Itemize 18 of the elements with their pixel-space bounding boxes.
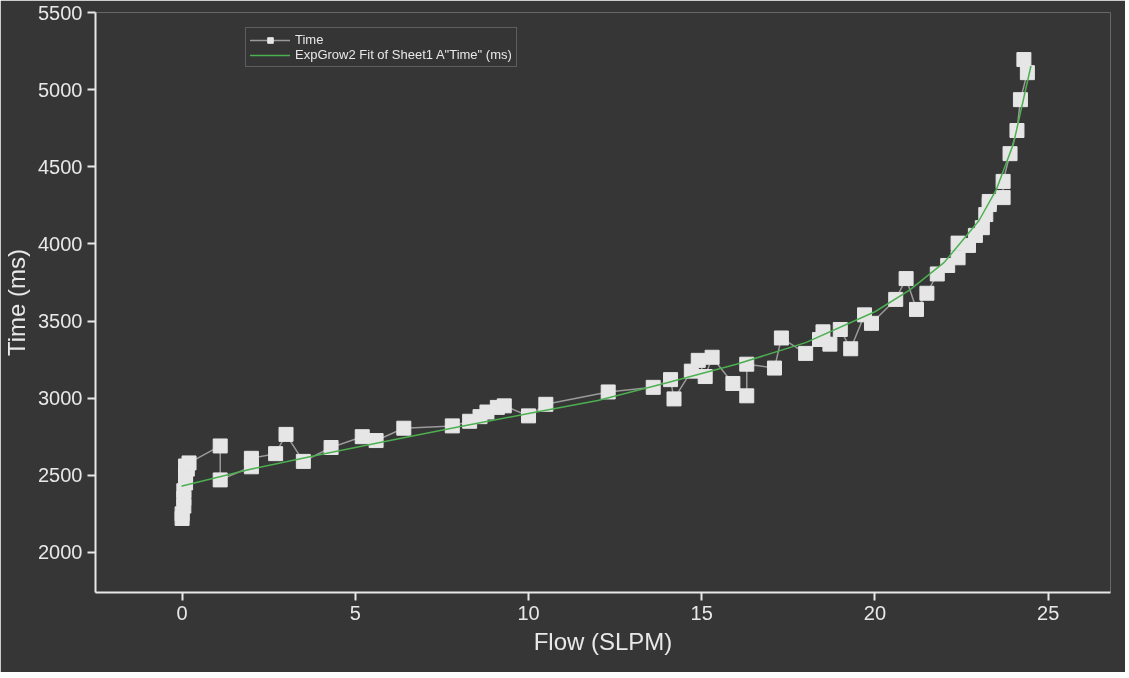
- x-tick-label: 0: [176, 601, 188, 624]
- legend-label: ExpGrow2 Fit of Sheet1 A"Time" (ms): [295, 47, 512, 62]
- y-tick-label: 5500: [38, 1, 83, 24]
- y-tick-label: 3000: [38, 387, 83, 410]
- y-tick-label: 2000: [38, 541, 83, 564]
- x-tick-label: 15: [690, 601, 713, 624]
- y-tick-label: 3500: [38, 310, 83, 333]
- x-tick-label: 20: [863, 601, 887, 624]
- x-tick-label: 10: [517, 601, 540, 624]
- x-axis-title: Flow (SLPM): [533, 627, 673, 655]
- y-axis-title: Time (ms): [3, 248, 31, 357]
- y-tick-label: 5000: [38, 78, 83, 101]
- legend-label: Time: [295, 32, 324, 47]
- x-tick-label: 25: [1037, 601, 1060, 624]
- y-tick-label: 4000: [38, 232, 83, 255]
- x-tick-label: 5: [349, 601, 361, 624]
- y-tick-label: 2500: [38, 464, 83, 487]
- y-tick-label: 4500: [38, 155, 83, 178]
